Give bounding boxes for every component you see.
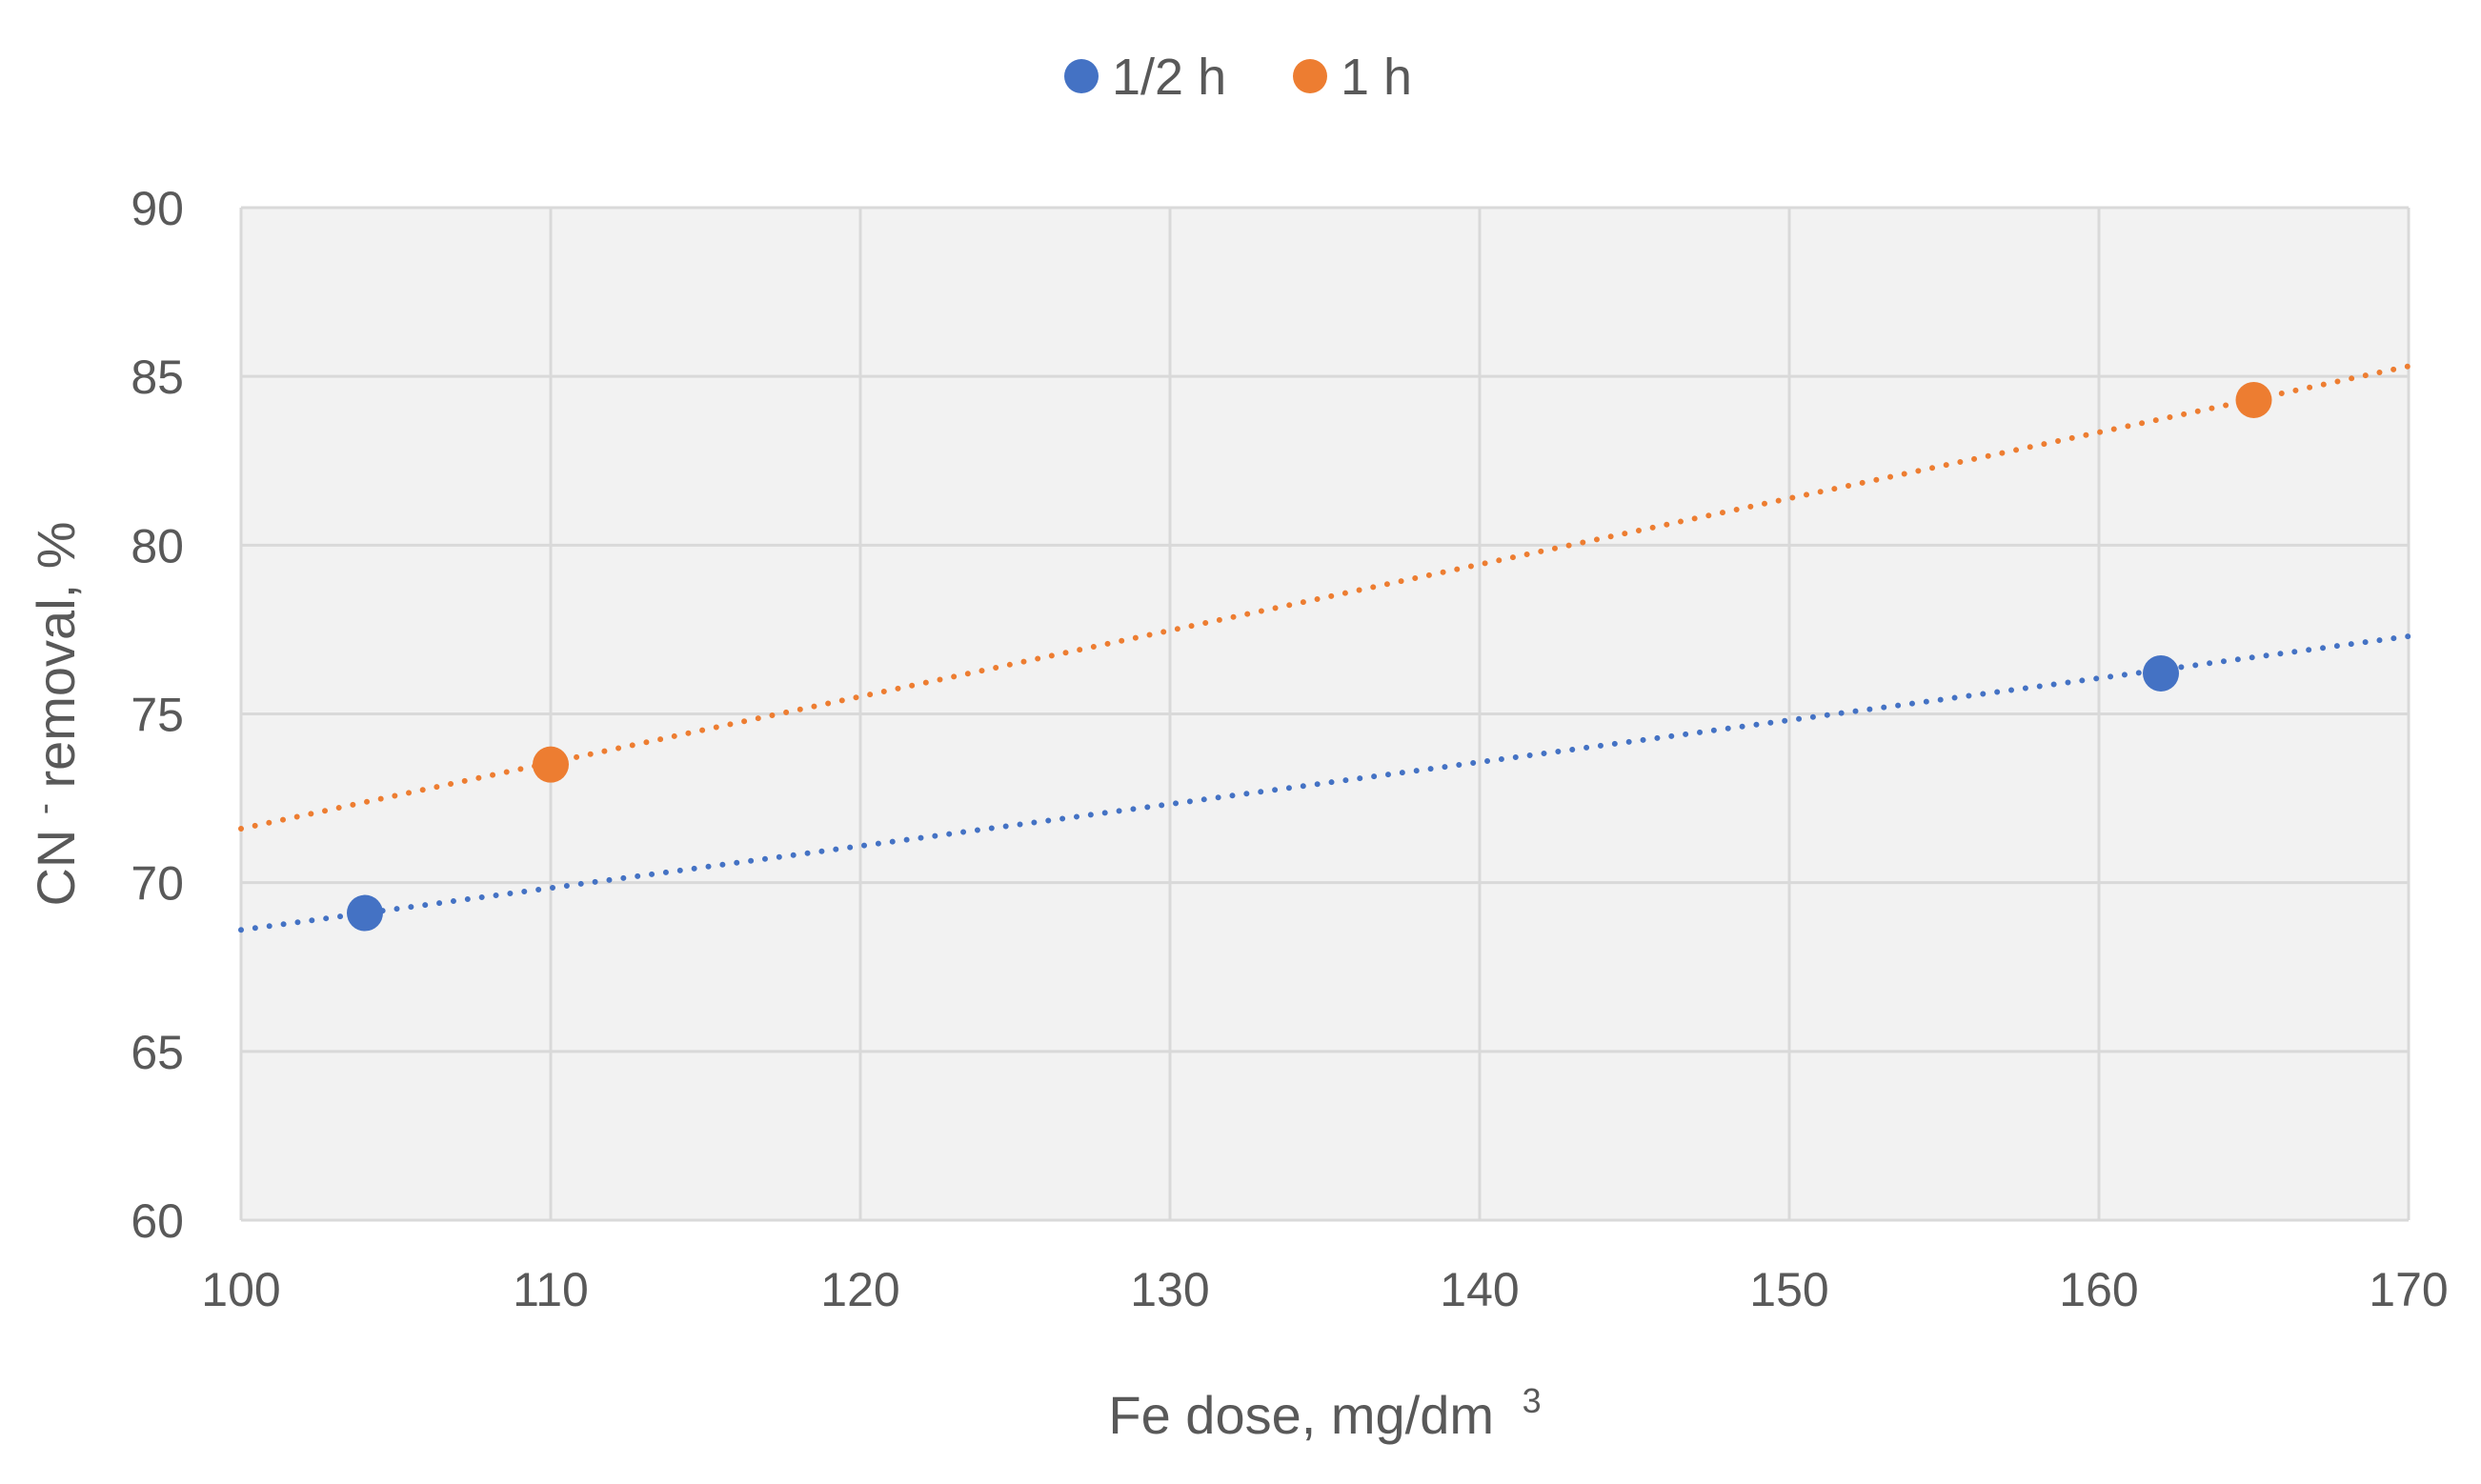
y-tick-label: 60 bbox=[131, 1194, 184, 1248]
y-axis-title-rest: removal, % bbox=[26, 521, 86, 788]
x-tick-label: 110 bbox=[513, 1263, 589, 1316]
legend-marker bbox=[1293, 59, 1327, 93]
data-points bbox=[347, 381, 2272, 932]
y-tick-label: 65 bbox=[131, 1026, 184, 1079]
tick-labels: 100 110 120 130 140 150 160 170 60 65 70 75 80 85 90 bbox=[131, 182, 2448, 1316]
data-point bbox=[2143, 654, 2179, 692]
x-axis-title-superscript: 3 bbox=[1523, 1381, 1542, 1420]
y-axis-title-superscript: - bbox=[24, 803, 63, 814]
x-tick-label: 120 bbox=[820, 1263, 899, 1316]
y-tick-label: 80 bbox=[131, 519, 184, 572]
x-tick-label: 150 bbox=[1749, 1263, 1828, 1316]
y-tick-label: 90 bbox=[131, 182, 184, 235]
x-axis-title: Fe dose, mg/dm 3 bbox=[1108, 1381, 1541, 1445]
y-tick-label: 75 bbox=[131, 689, 184, 742]
legend-marker bbox=[1064, 59, 1099, 93]
x-axis-title-text: Fe dose, mg/dm bbox=[1108, 1385, 1494, 1445]
y-tick-label: 70 bbox=[131, 857, 184, 911]
legend-label: 1 h bbox=[1341, 49, 1412, 106]
data-point bbox=[347, 894, 383, 932]
trendlines bbox=[238, 363, 2411, 933]
x-tick-label: 140 bbox=[1440, 1263, 1519, 1316]
y-axis-title: CN - removal, % bbox=[7, 521, 86, 906]
x-tick-label: 130 bbox=[1130, 1263, 1209, 1316]
y-tick-label: 85 bbox=[131, 351, 184, 404]
legend: 1/2 h 1 h bbox=[1064, 49, 1412, 106]
x-tick-label: 170 bbox=[2369, 1263, 2448, 1316]
data-point bbox=[2235, 381, 2272, 418]
x-tick-label: 160 bbox=[2059, 1263, 2138, 1316]
data-point bbox=[533, 746, 569, 783]
x-tick-label: 100 bbox=[201, 1263, 280, 1316]
y-axis-title-cn: CN bbox=[26, 830, 86, 907]
legend-label: 1/2 h bbox=[1112, 49, 1226, 106]
trendline bbox=[238, 363, 2411, 832]
gridlines bbox=[239, 206, 2410, 1222]
